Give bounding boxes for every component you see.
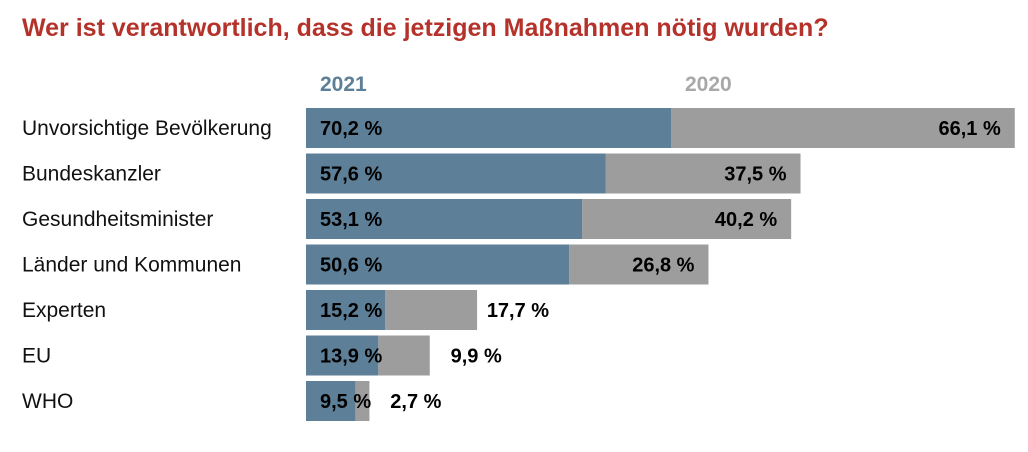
bar-2021 <box>306 199 583 239</box>
bar-2021 <box>306 335 379 376</box>
bar-2020 <box>671 108 1015 148</box>
value-label-2021: 13,9 % <box>320 346 382 368</box>
bar-2021 <box>306 290 386 330</box>
legend-2021: 2021 <box>320 73 367 96</box>
value-label-2020: 9,9 % <box>451 346 502 368</box>
value-label-2021: 15,2 % <box>320 300 382 322</box>
bar-2020 <box>582 199 792 239</box>
category-label: WHO <box>22 390 73 413</box>
value-label-2020: 40,2 % <box>715 209 777 231</box>
value-label-2021: 70,2 % <box>320 118 382 140</box>
bar-2020 <box>378 335 430 376</box>
bar-2020 <box>569 244 709 285</box>
category-label: Länder und Kommunen <box>22 254 242 277</box>
value-label-2020: 66,1 % <box>938 118 1000 140</box>
value-label-2021: 50,6 % <box>320 255 382 277</box>
bar-2021 <box>306 381 356 421</box>
bar-2020 <box>355 381 370 421</box>
value-label-2021: 53,1 % <box>320 209 382 231</box>
category-label: Bundeskanzler <box>22 163 161 186</box>
value-label-2021: 9,5 % <box>320 391 371 413</box>
bar-2020 <box>605 153 801 194</box>
legend-2020: 2020 <box>685 73 732 96</box>
bar-2021 <box>306 244 570 285</box>
value-label-2020: 37,5 % <box>724 164 786 186</box>
bar-2021 <box>306 108 672 148</box>
value-label-2020: 2,7 % <box>390 391 441 413</box>
category-label: Experten <box>22 299 106 322</box>
category-label: Gesundheitsminister <box>22 208 213 231</box>
bar-2020 <box>385 290 478 330</box>
value-label-2020: 26,8 % <box>632 255 694 277</box>
chart-title: Wer ist verantwortlich, dass die jetzige… <box>22 14 829 42</box>
bar-2021 <box>306 153 606 194</box>
category-label: EU <box>22 345 51 368</box>
value-label-2020: 17,7 % <box>487 300 549 322</box>
category-label: Unvorsichtige Bevölkerung <box>22 117 272 140</box>
value-label-2021: 57,6 % <box>320 164 382 186</box>
